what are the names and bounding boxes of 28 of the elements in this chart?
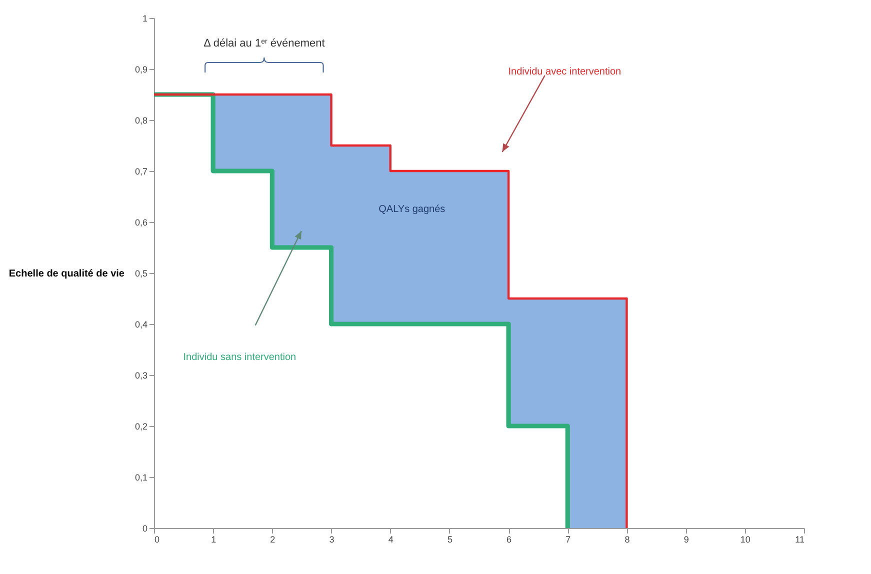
y-axis-title: Echelle de qualité de vie	[8, 268, 125, 280]
y-tick-label: 0,3	[134, 370, 148, 380]
annotation: QALYs gagnés	[378, 204, 446, 215]
y-tick-label: 0,1	[134, 472, 148, 482]
x-tick-label: 5	[447, 534, 452, 544]
x-tick-label: 4	[388, 534, 394, 544]
x-tick-label: 9	[684, 534, 689, 544]
x-tick-label: 2	[270, 534, 276, 544]
y-tick-label: 0,9	[134, 64, 148, 74]
y-tick-label: 0,6	[134, 218, 148, 228]
x-tick-label: 7	[566, 534, 571, 544]
x-tick-label: 3	[329, 534, 334, 544]
y-tick-label: 0,2	[134, 422, 148, 432]
x-tick-label: 10	[740, 534, 750, 544]
x-tick-label: 1	[211, 534, 216, 544]
x-tick-label: 0	[154, 534, 160, 544]
annotation: Δ délai au 1$^{er}$ événement	[204, 38, 325, 50]
x-tick-label: 8	[624, 534, 630, 544]
y-tick-label: 0,8	[134, 116, 148, 126]
y-tick-label: 0,4	[134, 320, 148, 330]
text: Individu avec intervention	[508, 66, 622, 78]
y-tick-label: 0,7	[134, 166, 148, 176]
y-tick-label: 0	[142, 524, 148, 534]
text: Individu sans intervention	[183, 352, 296, 364]
y-tick-label: 0,5	[134, 268, 148, 278]
y-tick-label: 1	[142, 14, 148, 24]
x-tick-label: 6	[506, 534, 512, 544]
x-tick-label: 11	[795, 534, 804, 544]
